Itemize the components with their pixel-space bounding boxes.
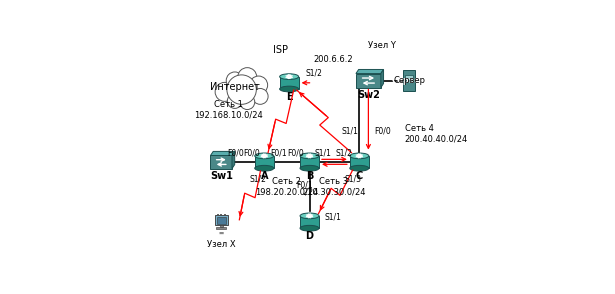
Ellipse shape (255, 153, 274, 159)
Text: S1/2: S1/2 (305, 68, 322, 77)
Circle shape (252, 88, 268, 104)
Bar (280, 77, 299, 89)
Ellipse shape (255, 166, 274, 171)
Circle shape (227, 75, 256, 104)
Circle shape (238, 68, 257, 87)
Text: S1/1: S1/1 (314, 149, 331, 158)
Circle shape (250, 76, 268, 94)
Text: Узел X: Узел X (207, 240, 236, 249)
Text: D: D (306, 231, 314, 241)
Ellipse shape (300, 153, 319, 159)
Bar (405, 76, 413, 80)
Text: ISP: ISP (273, 45, 288, 55)
Circle shape (240, 95, 255, 110)
Text: Интернет: Интернет (210, 82, 260, 92)
Text: C: C (355, 171, 363, 181)
Ellipse shape (300, 166, 319, 171)
Text: Sw1: Sw1 (210, 171, 232, 181)
Text: Сеть 1
192.168.10.0/24: Сеть 1 192.168.10.0/24 (194, 100, 263, 120)
Bar (220, 225, 223, 227)
Ellipse shape (300, 225, 319, 231)
Circle shape (226, 72, 244, 89)
Bar (300, 156, 319, 168)
Text: F0/0: F0/0 (375, 126, 391, 135)
Bar (216, 227, 226, 229)
Ellipse shape (300, 213, 319, 219)
Polygon shape (356, 69, 384, 74)
Text: B: B (306, 171, 313, 181)
Bar (300, 216, 319, 228)
Text: S1/2: S1/2 (250, 175, 266, 183)
Text: F0/0: F0/0 (227, 149, 244, 158)
Text: Сервер: Сервер (393, 76, 425, 85)
Text: 200.6.6.2: 200.6.6.2 (313, 55, 352, 64)
Bar (350, 156, 369, 168)
Text: ▬: ▬ (218, 231, 224, 236)
Text: F0/0: F0/0 (243, 149, 260, 158)
Polygon shape (381, 69, 384, 88)
Polygon shape (232, 151, 235, 169)
Text: A: A (261, 171, 268, 181)
Text: Сеть 3
210.30.30.0/24: Сеть 3 210.30.30.0/24 (302, 177, 365, 197)
Text: Сеть 2
198.20.20.0/24: Сеть 2 198.20.20.0/24 (255, 177, 319, 197)
Text: S1/1: S1/1 (342, 126, 359, 135)
Text: Сеть 4
200.40.40.0/24: Сеть 4 200.40.40.0/24 (405, 124, 468, 143)
Text: S1/3: S1/3 (345, 175, 362, 183)
Text: F0/1: F0/1 (296, 181, 312, 190)
Text: Узел Y: Узел Y (368, 41, 396, 50)
Circle shape (228, 93, 242, 108)
Polygon shape (210, 151, 235, 156)
Bar (255, 156, 274, 168)
Bar (403, 70, 415, 91)
Text: S1/1: S1/1 (325, 212, 341, 221)
Text: S1/2: S1/2 (336, 149, 352, 158)
Text: F0/0: F0/0 (288, 149, 304, 158)
Text: Сервер: Сервер (392, 76, 427, 85)
Ellipse shape (280, 86, 299, 92)
Text: ...: ... (215, 205, 227, 218)
Text: F0/1: F0/1 (270, 149, 287, 158)
Circle shape (215, 82, 234, 101)
Text: E: E (286, 92, 293, 102)
Bar (356, 74, 381, 88)
Ellipse shape (350, 166, 369, 171)
Bar (210, 156, 232, 169)
Ellipse shape (280, 74, 299, 79)
Bar (215, 215, 228, 225)
Bar (216, 217, 226, 224)
Ellipse shape (350, 153, 369, 159)
Text: Sw2: Sw2 (357, 90, 380, 100)
